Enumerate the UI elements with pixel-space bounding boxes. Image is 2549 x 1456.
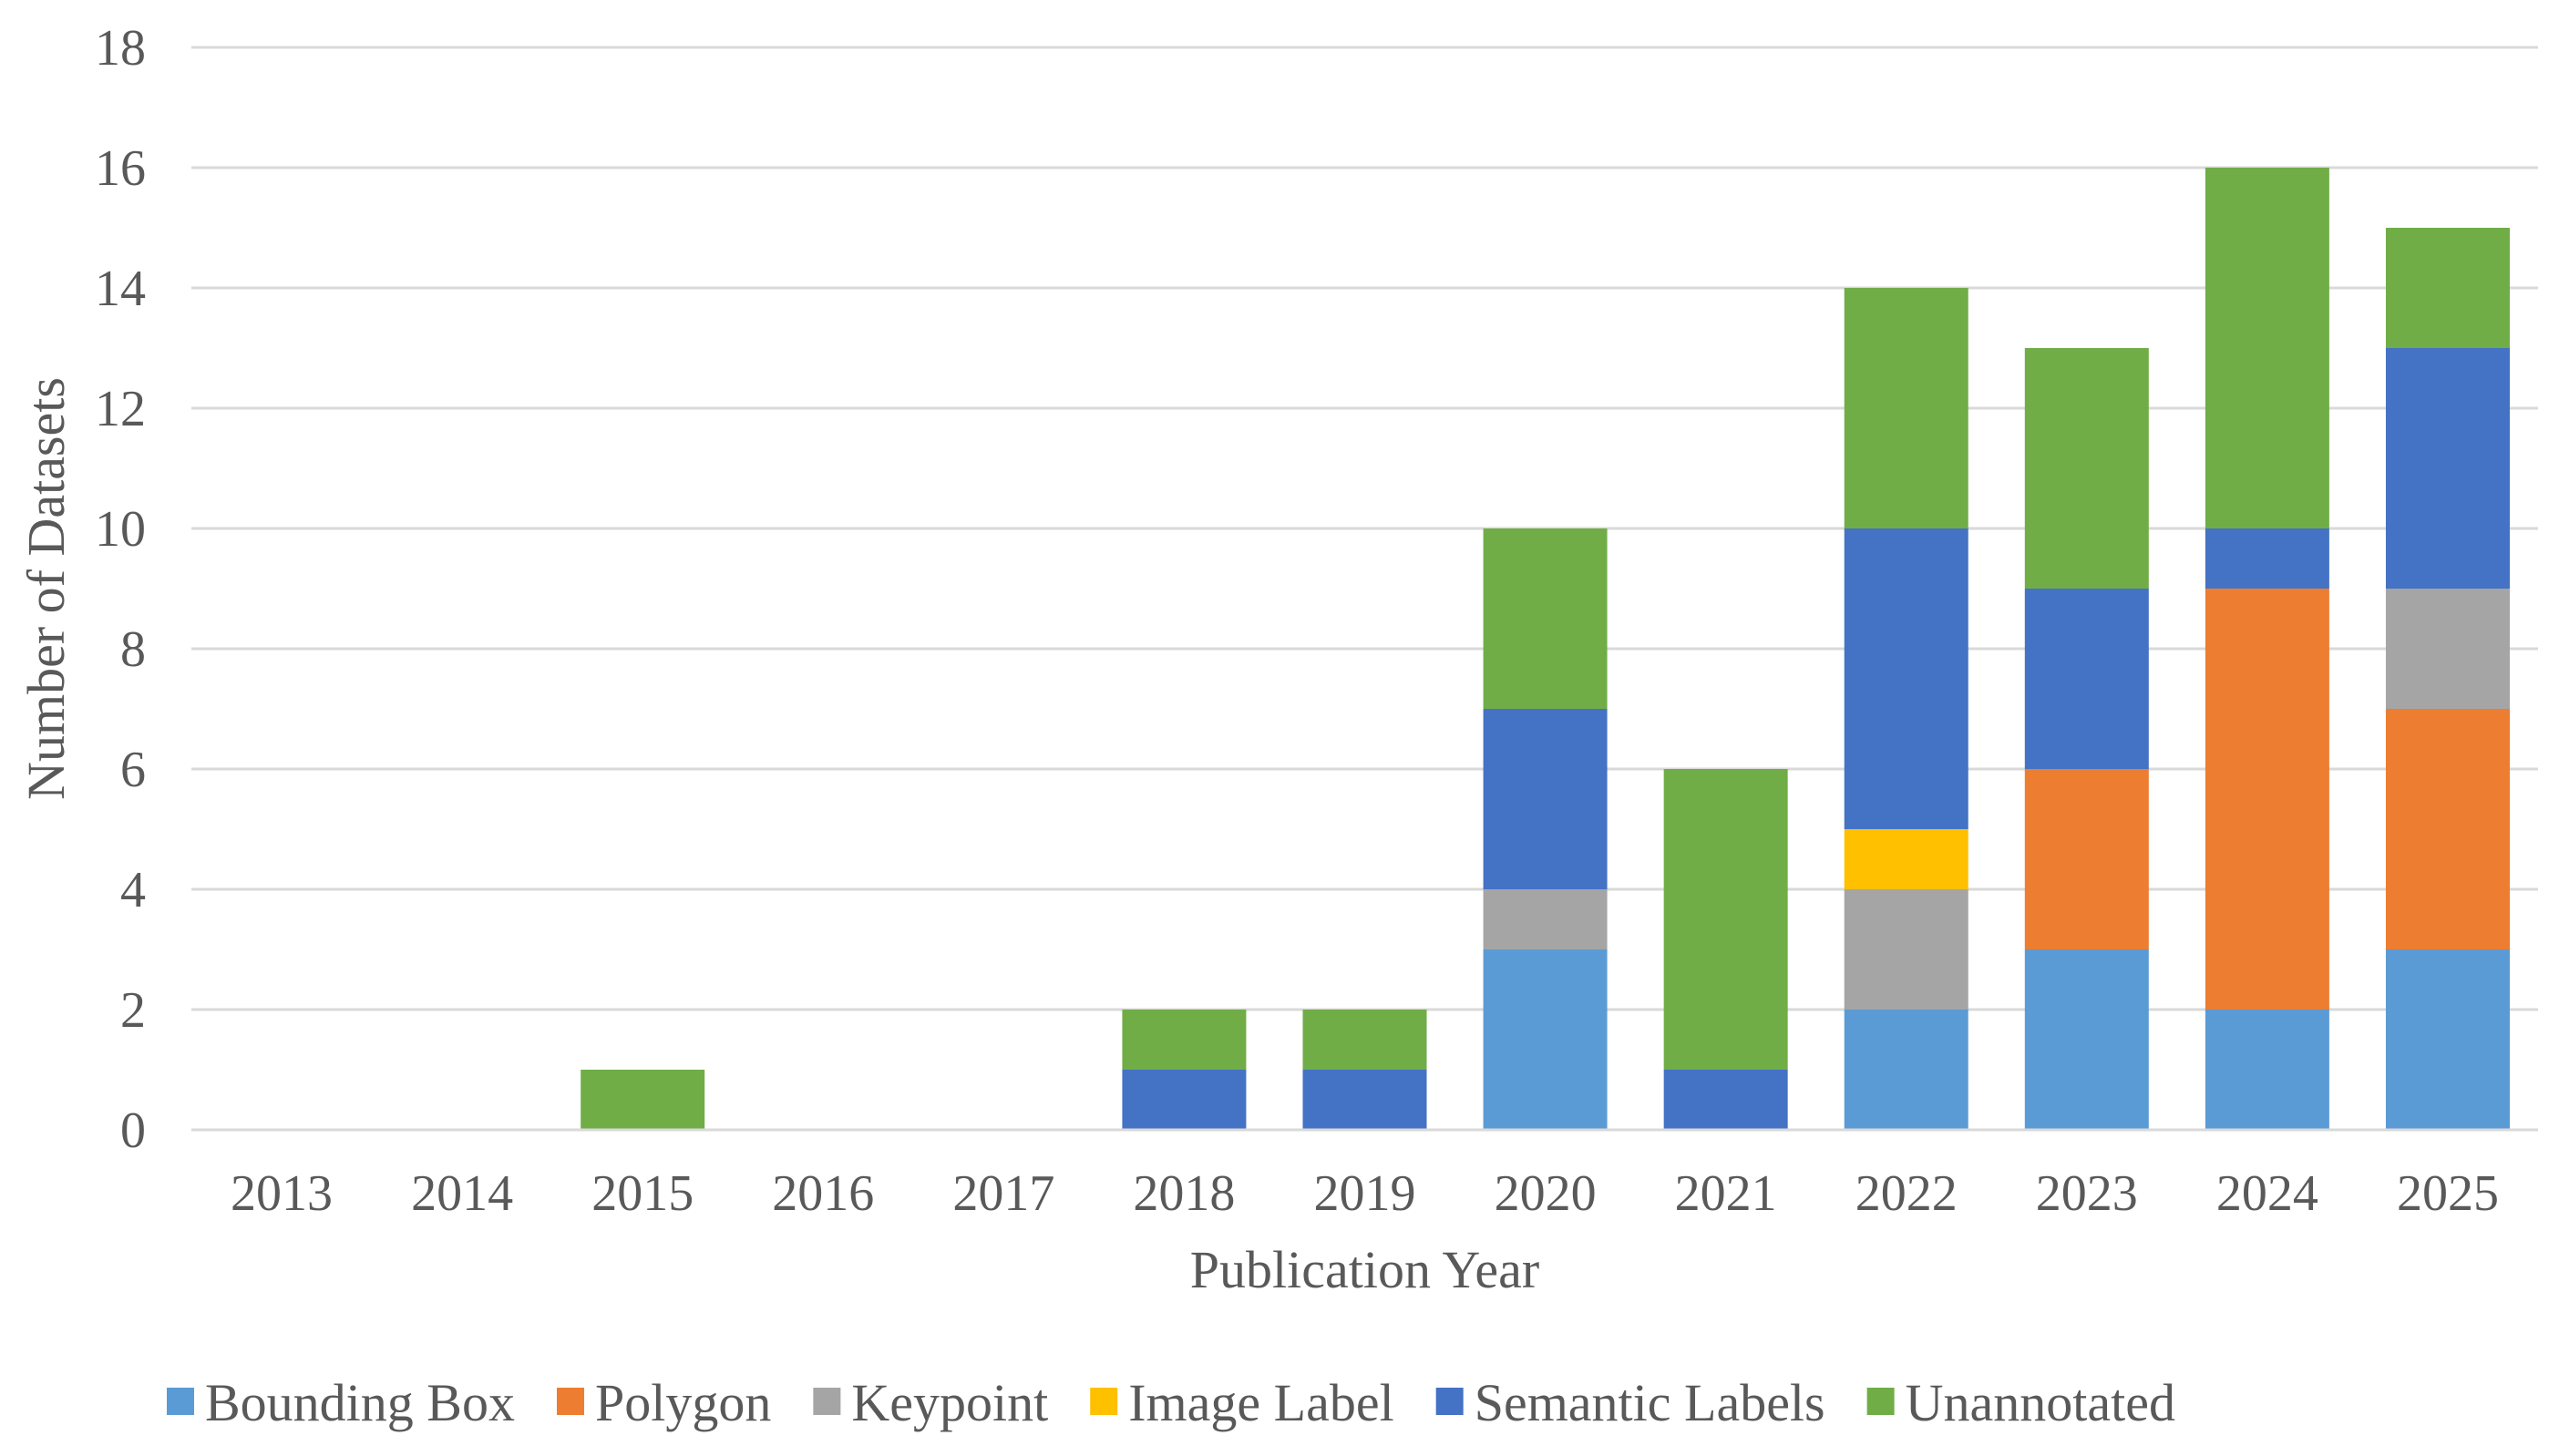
x-tick-label: 2018 <box>1133 1165 1235 1222</box>
legend-label: Unannotated <box>1906 1373 2175 1432</box>
bar-2023-bounding-box <box>2024 949 2149 1130</box>
bar-2024-bounding-box <box>2205 1010 2329 1130</box>
x-tick-label: 2020 <box>1495 1165 1597 1222</box>
legend-swatch <box>813 1388 841 1415</box>
y-tick-label: 12 <box>95 381 146 437</box>
bar-2023-polygon <box>2024 769 2149 949</box>
legend-item-keypoint: Keypoint <box>813 1373 1048 1432</box>
x-tick-label: 2017 <box>952 1165 1054 1222</box>
legend-label: Polygon <box>595 1373 771 1432</box>
bar-2025-bounding-box <box>2385 949 2510 1130</box>
bar-2022-image-label <box>1844 829 1968 889</box>
bar-2025-polygon <box>2385 709 2510 949</box>
legend: Bounding Box Polygon Keypoint Image Label Se… <box>167 1373 2175 1432</box>
bar-2021-unannotated <box>1663 769 1788 1070</box>
bar-2025-keypoint <box>2385 589 2510 709</box>
bar-2022-unannotated <box>1844 288 1968 528</box>
bar-2020-bounding-box <box>1483 949 1608 1130</box>
legend-swatch <box>167 1388 194 1415</box>
y-tick-label: 10 <box>95 501 146 558</box>
y-axis-title: Number of Datasets <box>16 377 76 800</box>
bar-2019-unannotated <box>1302 1010 1427 1070</box>
bar-2024-polygon <box>2205 589 2329 1010</box>
x-tick-label: 2015 <box>591 1165 694 1222</box>
bar-2024-semantic-labels <box>2205 528 2329 589</box>
x-tick-label: 2014 <box>411 1165 513 1222</box>
bar-2020-semantic-labels <box>1483 709 1608 889</box>
legend-item-image-label: Image Label <box>1090 1373 1394 1432</box>
bar-2022-bounding-box <box>1844 1010 1968 1130</box>
legend-swatch <box>1435 1388 1464 1415</box>
bar-2025-semantic-labels <box>2385 348 2510 589</box>
legend-label: Semantic Labels <box>1475 1373 1825 1432</box>
x-axis-title: Publication Year <box>1190 1240 1539 1299</box>
axes: 0 2 4 6 8 10 12 14 16 18 2013 2014 2015 2016 2017 2018 2… <box>95 20 2538 1222</box>
x-tick-label: 2013 <box>231 1165 333 1222</box>
x-tick-label: 2019 <box>1314 1165 1416 1222</box>
bar-2022-keypoint <box>1844 889 1968 1010</box>
bar-2024-unannotated <box>2205 168 2329 528</box>
legend-item-bounding-box: Bounding Box <box>167 1373 515 1432</box>
legend-swatch <box>1090 1388 1118 1415</box>
legend-item-polygon: Polygon <box>557 1373 771 1432</box>
gridlines <box>191 46 2538 1011</box>
legend-label: Image Label <box>1128 1373 1393 1432</box>
bar-2018-semantic-labels <box>1122 1070 1247 1130</box>
bar-2019-semantic-labels <box>1302 1070 1427 1130</box>
legend-swatch <box>557 1388 584 1415</box>
x-tick-label: 2022 <box>1855 1165 1958 1222</box>
y-tick-label: 6 <box>120 742 146 798</box>
y-tick-label: 0 <box>120 1102 146 1159</box>
x-tick-label: 2016 <box>772 1165 874 1222</box>
bar-2018-unannotated <box>1122 1010 1247 1070</box>
legend-swatch <box>1866 1388 1895 1415</box>
y-tick-label: 4 <box>120 862 146 918</box>
y-tick-label: 16 <box>95 140 146 197</box>
legend-item-semantic-labels: Semantic Labels <box>1435 1373 1825 1432</box>
x-tick-label: 2024 <box>2216 1165 2318 1222</box>
y-tick-label: 8 <box>120 621 146 678</box>
x-tick-label: 2025 <box>2397 1165 2499 1222</box>
bar-2025-unannotated <box>2385 228 2510 348</box>
legend-label: Keypoint <box>851 1373 1048 1432</box>
bar-2020-keypoint <box>1483 889 1608 949</box>
x-tick-label: 2021 <box>1675 1165 1777 1222</box>
bar-2020-unannotated <box>1483 528 1608 709</box>
bar-2023-unannotated <box>2024 348 2149 589</box>
bar-2022-semantic-labels <box>1844 528 1968 829</box>
legend-label: Bounding Box <box>205 1373 515 1432</box>
y-tick-label: 2 <box>120 982 146 1039</box>
legend-item-unannotated: Unannotated <box>1866 1373 2175 1432</box>
bar-2015-unannotated <box>581 1070 705 1130</box>
x-tick-label: 2023 <box>2036 1165 2138 1222</box>
y-tick-label: 14 <box>95 261 146 317</box>
y-tick-label: 18 <box>95 20 146 77</box>
bars <box>581 168 2510 1130</box>
bar-2023-semantic-labels <box>2024 589 2149 769</box>
bar-2021-semantic-labels <box>1663 1070 1788 1130</box>
